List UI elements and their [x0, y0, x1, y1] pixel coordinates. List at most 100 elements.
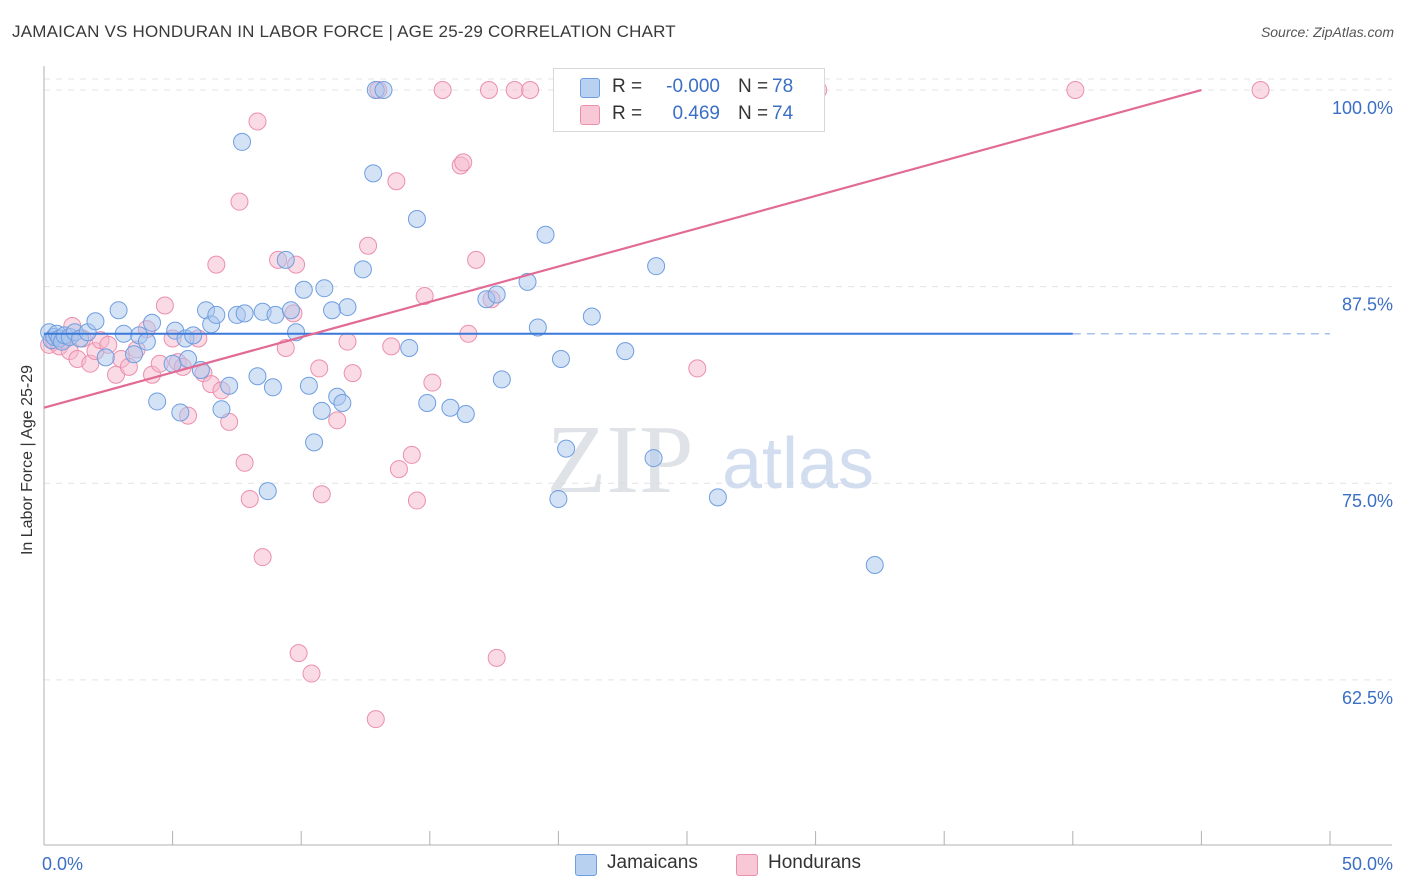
jamaican-point — [865, 556, 884, 575]
honduran-point — [289, 644, 308, 663]
jamaican-point — [235, 304, 254, 323]
honduran-point — [688, 359, 707, 378]
jamaican-point — [281, 301, 300, 320]
honduran-point — [387, 172, 406, 191]
x-tick-label: 50.0% — [1342, 854, 1393, 874]
jamaican-point — [294, 280, 313, 299]
legend-n-value: 78 — [772, 76, 794, 97]
honduran-point — [433, 81, 452, 100]
jamaican-point — [109, 301, 128, 320]
jamaican-point — [212, 400, 231, 419]
honduran-point — [310, 359, 329, 378]
axis-layer — [43, 66, 1392, 846]
honduran-point — [240, 489, 259, 508]
honduran-point — [338, 332, 357, 351]
hondurans-swatch — [580, 105, 600, 125]
stats-legend: R = -0.000 N = 78 R = 0.469 N = 74 — [553, 68, 825, 132]
honduran-point — [454, 153, 473, 172]
jamaican-point — [364, 164, 383, 183]
jamaican-point — [171, 403, 190, 422]
honduran-point — [382, 337, 401, 356]
jamaican-point — [528, 318, 547, 337]
jamaican-point — [207, 305, 226, 324]
jamaican-point — [276, 250, 295, 269]
x-tick-label: 0.0% — [42, 854, 83, 874]
jamaican-point — [441, 398, 460, 417]
jamaicans-legend-swatch — [575, 854, 597, 876]
honduran-point — [253, 548, 272, 567]
jamaican-point — [263, 378, 282, 397]
honduran-point — [467, 250, 486, 269]
honduran-point — [235, 453, 254, 472]
jamaican-point — [86, 312, 105, 331]
jamaican-point — [418, 394, 437, 413]
jamaican-point — [220, 376, 239, 395]
jamaican-point — [163, 354, 182, 373]
points-layer — [40, 81, 1270, 729]
jamaican-point — [536, 225, 555, 244]
hondurans-legend-label: Hondurans — [768, 852, 861, 873]
jamaican-point — [312, 401, 331, 420]
source-label: Source: ZipAtlas.com — [1260, 24, 1394, 40]
jamaican-point — [582, 307, 601, 326]
jamaican-point — [143, 313, 162, 332]
honduran-point — [343, 364, 362, 383]
jamaican-point — [644, 449, 663, 468]
honduran-point — [230, 192, 249, 211]
jamaican-point — [374, 81, 393, 100]
jamaican-point — [407, 209, 426, 228]
jamaicans-swatch — [580, 78, 600, 98]
jamaican-point — [353, 260, 372, 279]
honduran-point — [407, 491, 426, 510]
honduran-point — [505, 81, 524, 100]
honduran-point — [415, 287, 434, 306]
legend-r-label: R = — [612, 103, 643, 124]
jamaican-point — [456, 405, 475, 424]
jamaican-point — [137, 332, 156, 351]
legend-n-value: 74 — [772, 103, 794, 124]
watermark-atlas: atlas — [722, 424, 874, 504]
honduran-point — [423, 373, 442, 392]
jamaican-point — [400, 338, 419, 357]
honduran-point — [521, 81, 540, 100]
honduran-point — [155, 296, 174, 315]
jamaican-point — [557, 439, 576, 458]
jamaican-point — [305, 433, 324, 452]
honduran-point — [389, 460, 408, 479]
honduran-point — [487, 648, 506, 667]
jamaican-point — [551, 349, 570, 368]
jamaican-point — [148, 392, 167, 411]
jamaican-point — [518, 272, 537, 291]
jamaican-point — [96, 348, 115, 367]
legend-row-jamaicans: R = -0.000 N = 78 — [554, 74, 824, 100]
honduran-point — [359, 236, 378, 255]
jamaican-point — [248, 367, 267, 386]
jamaican-point — [647, 257, 666, 276]
honduran-point — [479, 81, 498, 100]
grid-layer — [44, 78, 1392, 681]
y-tick-label: 100.0% — [1332, 98, 1393, 118]
jamaican-point — [315, 279, 334, 298]
y-tick-label: 62.5% — [1342, 688, 1393, 708]
legend-r-value: 0.469 — [672, 103, 720, 124]
jamaican-point — [233, 132, 252, 151]
chart-title: JAMAICAN VS HONDURAN IN LABOR FORCE | AG… — [12, 22, 676, 41]
jamaican-point — [184, 326, 203, 345]
legend-n-label: N = — [738, 76, 769, 97]
trend-layer — [43, 88, 1330, 409]
jamaican-point — [323, 301, 342, 320]
legend-row-hondurans: R = 0.469 N = 74 — [554, 101, 824, 127]
honduran-point — [402, 445, 421, 464]
honduran-point — [1066, 81, 1085, 100]
honduran-point — [312, 485, 331, 504]
jamaican-point — [492, 370, 511, 389]
jamaican-point — [338, 298, 357, 317]
legend-r-label: R = — [612, 76, 643, 97]
honduran-point — [276, 338, 295, 357]
tick-label-layer: 62.5% 75.0% 87.5% 100.0% 0.0% 50.0% — [42, 98, 1393, 874]
jamaican-point — [708, 488, 727, 507]
honduran-point — [207, 255, 226, 274]
jamaican-point — [333, 394, 352, 413]
legend-r-value: -0.000 — [666, 76, 720, 97]
